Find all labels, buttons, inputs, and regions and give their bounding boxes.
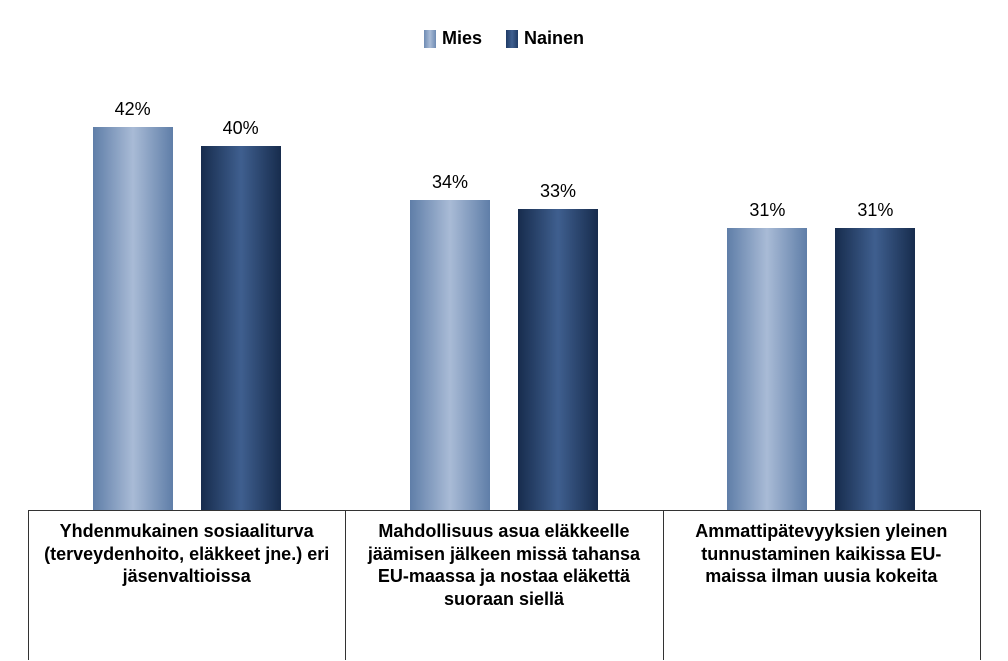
bar-value-label: 31% bbox=[707, 200, 827, 221]
legend-label: Nainen bbox=[524, 28, 584, 49]
bar bbox=[518, 209, 598, 510]
bar bbox=[410, 200, 490, 510]
bar-value-label: 34% bbox=[390, 172, 510, 193]
category-separator bbox=[980, 510, 981, 660]
bar bbox=[201, 146, 281, 510]
category-separator bbox=[28, 510, 29, 660]
legend: Mies Nainen bbox=[0, 28, 1008, 53]
plot-area: 42%40% Yhdenmukainen sosiaaliturva (terve… bbox=[28, 100, 980, 660]
category-label: Ammattipätevyyksien yleinen tunnustamine… bbox=[673, 520, 970, 588]
category-label: Yhdenmukainen sosiaaliturva (terveydenho… bbox=[38, 520, 335, 588]
legend-item: Nainen bbox=[506, 28, 584, 49]
legend-swatch bbox=[506, 30, 518, 48]
category-separator bbox=[345, 510, 346, 660]
bar bbox=[835, 228, 915, 510]
bar-chart: Mies Nainen 42%40% Yhdenmukainen sosiaalit… bbox=[0, 0, 1008, 661]
bar-value-label: 40% bbox=[181, 118, 301, 139]
legend-label: Mies bbox=[442, 28, 482, 49]
category-separator bbox=[663, 510, 664, 660]
bar-value-label: 31% bbox=[815, 200, 935, 221]
legend-swatch bbox=[424, 30, 436, 48]
bar-value-label: 33% bbox=[498, 181, 618, 202]
bar bbox=[727, 228, 807, 510]
x-axis bbox=[28, 510, 980, 511]
bar-value-label: 42% bbox=[73, 99, 193, 120]
legend-item: Mies bbox=[424, 28, 482, 49]
category-label: Mahdollisuus asua eläkkeelle jäämisen jä… bbox=[355, 520, 652, 610]
bar bbox=[93, 127, 173, 510]
